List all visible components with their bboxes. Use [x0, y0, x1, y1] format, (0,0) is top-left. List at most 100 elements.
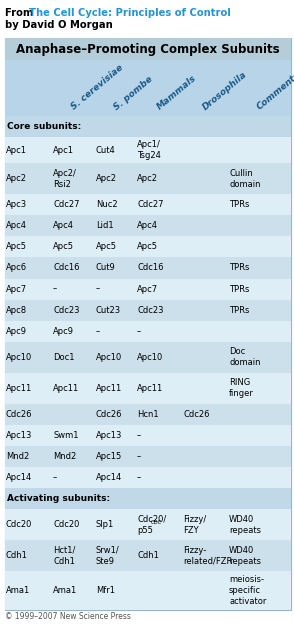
- Text: RING
finger: RING finger: [229, 378, 254, 398]
- Text: Ama1: Ama1: [6, 586, 30, 595]
- Text: Apc2: Apc2: [96, 174, 117, 183]
- Bar: [5, 373, 291, 404]
- Text: Activating subunits:: Activating subunits:: [7, 494, 110, 503]
- Bar: [5, 278, 291, 300]
- Text: Apc10: Apc10: [6, 353, 32, 362]
- Text: Apc14: Apc14: [6, 473, 32, 482]
- Text: Cdc27: Cdc27: [137, 200, 163, 209]
- Bar: [5, 509, 291, 540]
- Text: Mammals: Mammals: [155, 74, 198, 112]
- Text: Lid1: Lid1: [96, 221, 113, 230]
- Text: –: –: [137, 452, 141, 461]
- Text: Cut4: Cut4: [96, 145, 116, 155]
- Text: Cdc27: Cdc27: [53, 200, 79, 209]
- Text: by David O Morgan: by David O Morgan: [5, 20, 113, 30]
- Text: From: From: [5, 8, 37, 18]
- Text: Apc7: Apc7: [6, 285, 27, 293]
- Text: Fizzy-
related/FZR: Fizzy- related/FZR: [183, 545, 232, 565]
- Text: TPRs: TPRs: [229, 306, 249, 314]
- Text: Mnd2: Mnd2: [53, 452, 76, 461]
- Bar: [5, 467, 291, 488]
- Text: Slp1: Slp1: [96, 520, 114, 529]
- Text: Apc4: Apc4: [53, 221, 74, 230]
- Text: Srw1/
Ste9: Srw1/ Ste9: [96, 545, 120, 565]
- Text: Apc11: Apc11: [53, 384, 79, 392]
- Text: Apc5: Apc5: [96, 242, 117, 251]
- Bar: [5, 446, 291, 467]
- Bar: [5, 194, 291, 215]
- Text: Core subunits:: Core subunits:: [7, 122, 81, 131]
- Text: WD40
repeats: WD40 repeats: [229, 545, 261, 565]
- Text: Cdh1: Cdh1: [6, 551, 28, 560]
- Text: –: –: [137, 431, 141, 440]
- Text: Apc7: Apc7: [137, 285, 158, 293]
- Text: The Cell Cycle: Principles of Control: The Cell Cycle: Principles of Control: [29, 8, 231, 18]
- Text: Cdc16: Cdc16: [53, 263, 79, 273]
- Text: TPRs: TPRs: [229, 285, 249, 293]
- Text: Apc15: Apc15: [96, 452, 122, 461]
- Text: Swm1: Swm1: [53, 431, 78, 440]
- Text: Cdc20: Cdc20: [53, 520, 79, 529]
- Bar: [5, 257, 291, 278]
- Text: Hct1/
Cdh1: Hct1/ Cdh1: [53, 545, 75, 565]
- Text: –: –: [96, 327, 100, 336]
- Text: meiosis-
specific
activator: meiosis- specific activator: [229, 575, 266, 606]
- Text: Hcn1: Hcn1: [137, 410, 159, 419]
- Bar: [5, 116, 291, 137]
- Text: CDC: CDC: [151, 520, 162, 525]
- Text: Apc2: Apc2: [137, 174, 158, 183]
- Text: Cdc26: Cdc26: [183, 410, 210, 419]
- Text: Apc10: Apc10: [137, 353, 163, 362]
- Text: Apc1/
Tsg24: Apc1/ Tsg24: [137, 140, 161, 160]
- Bar: [5, 425, 291, 446]
- Text: TPRs: TPRs: [229, 200, 249, 209]
- Text: Apc11: Apc11: [96, 384, 122, 392]
- Text: Cut9: Cut9: [96, 263, 116, 273]
- Text: Mnd2: Mnd2: [6, 452, 29, 461]
- Text: Cdc26: Cdc26: [6, 410, 33, 419]
- Text: Apc8: Apc8: [6, 306, 27, 314]
- Text: –: –: [96, 285, 100, 293]
- Text: S. cerevisiae: S. cerevisiae: [70, 64, 125, 112]
- Text: Cdc20/
p55: Cdc20/ p55: [137, 515, 166, 535]
- Text: Apc1: Apc1: [53, 145, 74, 155]
- Text: Cdc23: Cdc23: [137, 306, 163, 314]
- Text: Apc5: Apc5: [137, 242, 158, 251]
- Text: Drosophila: Drosophila: [201, 70, 249, 112]
- Text: Apc9: Apc9: [6, 327, 27, 336]
- Text: Apc6: Apc6: [6, 263, 27, 273]
- Text: Cullin
domain: Cullin domain: [229, 168, 260, 188]
- Bar: [5, 163, 291, 194]
- Text: Cdh1: Cdh1: [137, 551, 159, 560]
- Bar: [5, 571, 291, 610]
- Text: S. pombe: S. pombe: [112, 74, 154, 112]
- Text: Nuc2: Nuc2: [96, 200, 118, 209]
- Text: Cdc16: Cdc16: [137, 263, 163, 273]
- Bar: [5, 540, 291, 571]
- Text: Ama1: Ama1: [53, 586, 77, 595]
- Text: –: –: [53, 285, 57, 293]
- Text: Apc10: Apc10: [96, 353, 122, 362]
- Text: Cdc20: Cdc20: [6, 520, 32, 529]
- Text: Apc3: Apc3: [6, 200, 27, 209]
- Bar: [5, 300, 291, 321]
- Text: Apc1: Apc1: [6, 145, 27, 155]
- Bar: [5, 137, 291, 163]
- Text: Cdc26: Cdc26: [96, 410, 123, 419]
- Text: Apc2: Apc2: [6, 174, 27, 183]
- Text: Comments: Comments: [255, 71, 294, 112]
- Text: Anaphase–Promoting Complex Subunits: Anaphase–Promoting Complex Subunits: [16, 42, 280, 56]
- Text: Mfr1: Mfr1: [96, 586, 115, 595]
- Bar: [5, 60, 291, 116]
- Text: Apc4: Apc4: [6, 221, 27, 230]
- Text: WD40
repeats: WD40 repeats: [229, 515, 261, 535]
- Text: Doc1: Doc1: [53, 353, 74, 362]
- Text: Apc2/
Rsi2: Apc2/ Rsi2: [53, 168, 77, 188]
- Text: Apc5: Apc5: [6, 242, 27, 251]
- Text: Apc9: Apc9: [53, 327, 74, 336]
- Text: Fizzy/
FZY: Fizzy/ FZY: [183, 515, 206, 535]
- Bar: [5, 236, 291, 257]
- Bar: [5, 215, 291, 236]
- Bar: [5, 321, 291, 342]
- Text: –: –: [53, 473, 57, 482]
